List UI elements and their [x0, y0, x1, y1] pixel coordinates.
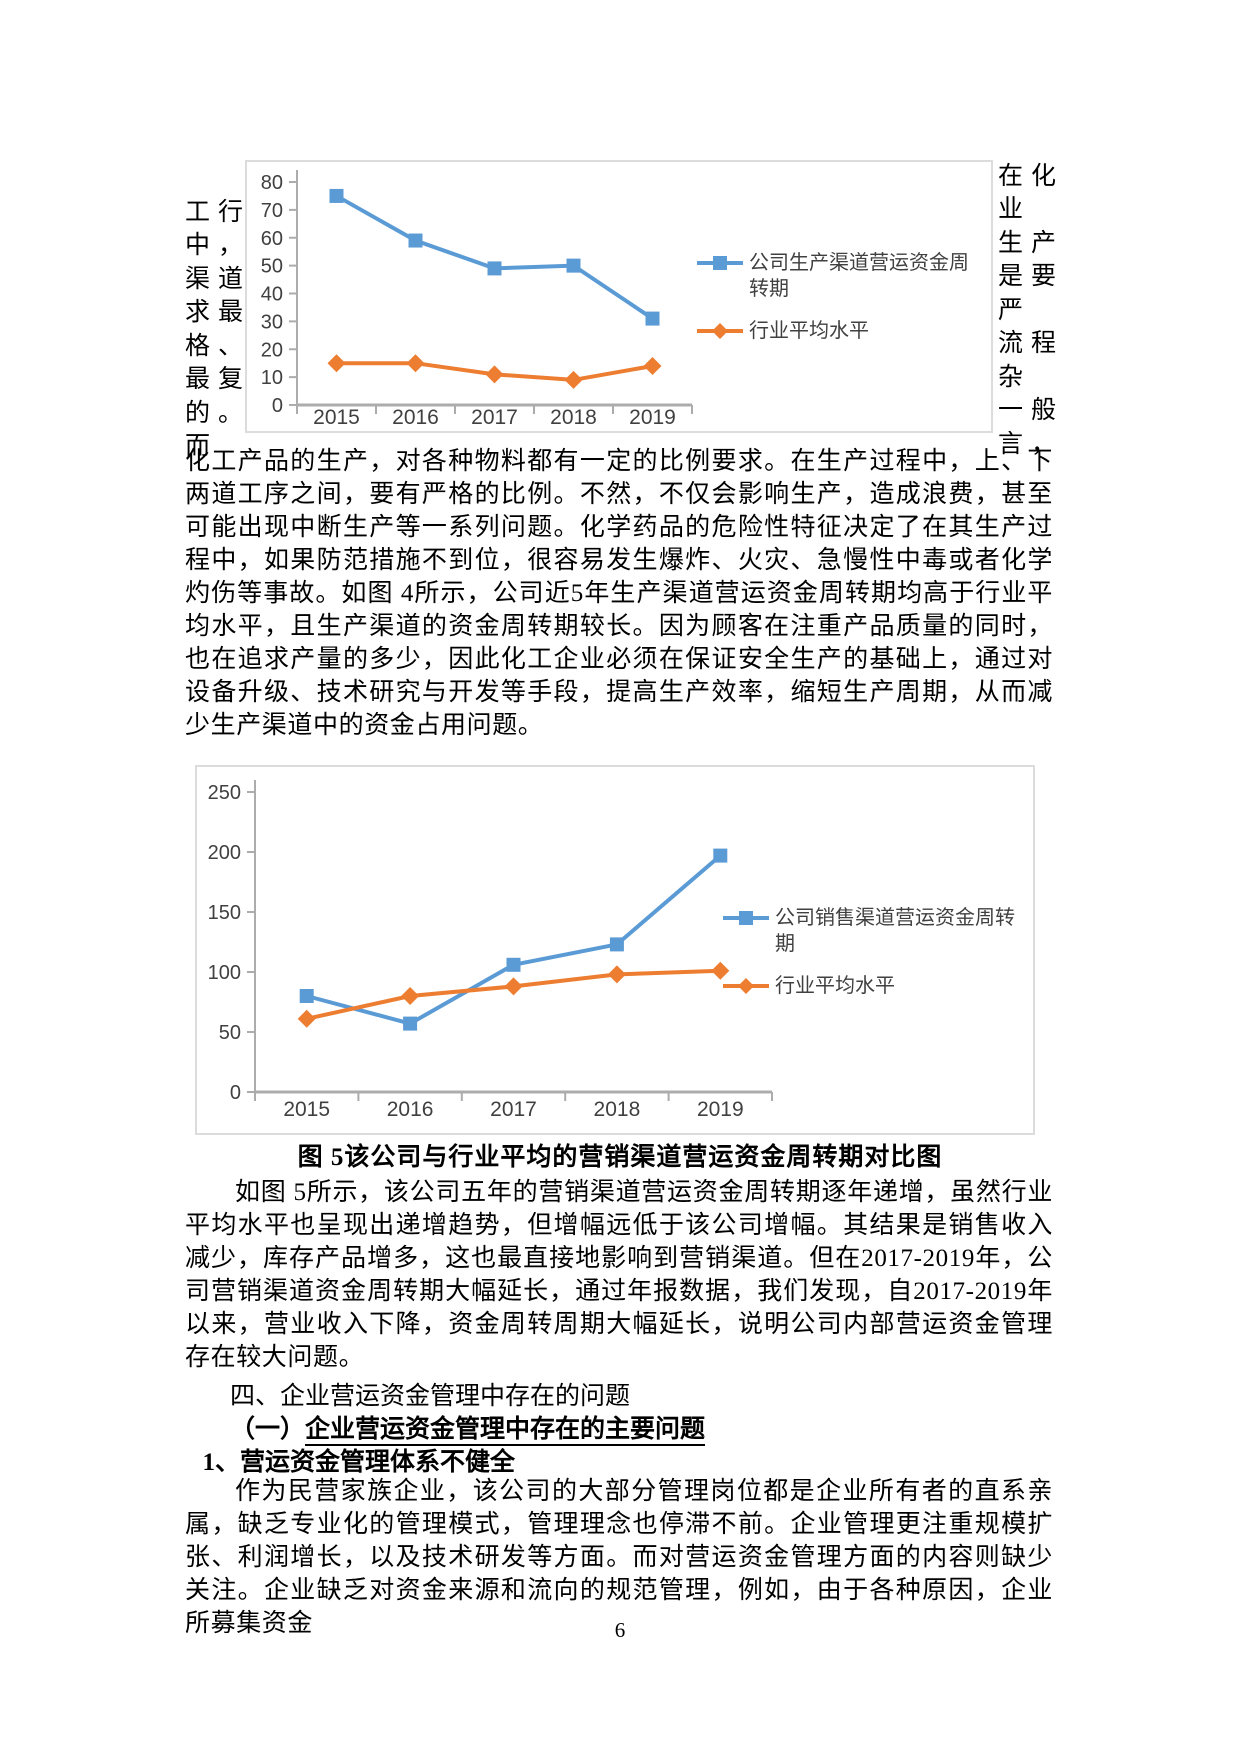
y-tick-label: 10 — [261, 367, 283, 389]
wrap-text-line: 言， — [998, 430, 1056, 458]
heading-item-1: 1、营运资金管理体系不健全 — [202, 1449, 516, 1476]
data-point-diamond — [643, 356, 662, 375]
x-tick-label: 2017 — [490, 1098, 537, 1121]
wrap-text-line: 最复 — [185, 366, 243, 394]
x-tick-label: 2015 — [283, 1098, 330, 1121]
legend-marker-icon — [697, 256, 743, 270]
wrap-text-line: 严 — [998, 296, 1024, 324]
data-point-square — [403, 1016, 418, 1031]
x-tick-label: 2017 — [471, 406, 518, 429]
wrap-text-line: 求最 — [185, 299, 243, 327]
data-point-diamond — [297, 1009, 316, 1028]
y-tick-label: 30 — [261, 311, 283, 333]
wrap-text-line: 流程 — [998, 330, 1056, 358]
legend-label: 公司销售渠道营运资金周转期 — [775, 907, 1015, 955]
data-point-square — [609, 937, 624, 952]
wrap-text-line: 生产 — [998, 229, 1056, 257]
data-point-square — [329, 188, 344, 203]
legend-label: 公司生产渠道营运资金周转期 — [749, 252, 969, 300]
x-tick-label: 2016 — [392, 406, 439, 429]
y-tick-label: 50 — [261, 256, 283, 278]
wrap-text-line: 是要 — [998, 263, 1056, 291]
data-point-diamond — [711, 961, 730, 980]
heading-subsection-prefix: （一） — [230, 1416, 306, 1443]
figure4-legend: 公司生产渠道营运资金周转期行业平均水平 — [697, 250, 972, 344]
y-tick-label: 250 — [208, 782, 241, 804]
legend-marker-icon — [723, 978, 769, 994]
data-point-diamond — [564, 370, 583, 389]
x-tick-label: 2016 — [387, 1098, 434, 1121]
data-point-square — [408, 233, 423, 248]
data-point-square — [566, 258, 581, 273]
legend-entry: 行业平均水平 — [697, 318, 972, 344]
x-tick-label: 2018 — [594, 1098, 641, 1121]
wrap-text-line: 中， — [185, 232, 243, 260]
heading-subsection-title: 企业营运资金管理中存在的主要问题 — [305, 1416, 706, 1446]
legend-label: 行业平均水平 — [749, 320, 869, 342]
y-tick-label: 0 — [272, 395, 283, 417]
data-point-diamond — [485, 365, 504, 384]
y-tick-label: 20 — [261, 339, 283, 361]
data-point-diamond — [327, 354, 346, 373]
figure5-plot: 0 50 100 150 200 250 2015 2016 2017 2018 2019 — [208, 780, 773, 1121]
legend-entry: 公司生产渠道营运资金周转期 — [697, 250, 972, 302]
y-tick-label: 100 — [208, 962, 241, 984]
wrap-text-line: 工行 — [185, 198, 243, 226]
data-point-diamond — [406, 354, 425, 373]
heading-subsection-1: （一）企业营运资金管理中存在的主要问题 — [180, 1409, 1060, 1446]
paragraph-production: 化工产品的生产，对各种物料都有一定的比例要求。在生产过程中，上、下两道工序之间，… — [185, 448, 1053, 739]
wrap-text-line: 在化 — [998, 162, 1056, 190]
wrap-text-line: 格、 — [185, 332, 243, 360]
data-point-square — [299, 989, 314, 1003]
data-point-diamond — [401, 987, 420, 1005]
data-point-diamond — [607, 965, 626, 984]
figure4-production-chart: 0 10 20 30 40 50 60 70 80 2015 2016 2017 2018 2019 公司… — [245, 160, 993, 433]
legend-marker-icon — [697, 323, 743, 339]
figure4-plot: 0 10 20 30 40 50 60 70 80 2015 2016 2017 2018 2019 — [261, 170, 693, 429]
series-line — [335, 194, 654, 321]
figure5-marketing-chart: 0 50 100 150 200 250 2015 2016 2017 2018 2019 公司销售… — [195, 765, 1035, 1135]
y-tick-label: 50 — [219, 1022, 241, 1044]
x-tick-label: 2015 — [313, 406, 360, 429]
x-tick-label: 2019 — [697, 1098, 744, 1121]
data-point-square — [487, 261, 502, 276]
production-wrap-section: 工行中， 渠道求最格、最复的。而 0 10 20 30 40 50 60 70 80 2015 201… — [185, 145, 1065, 460]
page-number: 6 — [614, 1618, 626, 1642]
figure5-caption: 图 5该公司与行业平均的营销渠道营运资金周转期对比图 — [297, 1144, 943, 1171]
y-tick-label: 60 — [261, 228, 283, 250]
legend-marker-icon — [723, 911, 769, 925]
y-tick-label: 70 — [261, 200, 283, 222]
legend-entry: 行业平均水平 — [723, 973, 1018, 999]
y-tick-label: 40 — [261, 284, 283, 306]
y-tick-label: 0 — [230, 1082, 241, 1104]
data-point-square — [645, 311, 660, 326]
heading-section-4: 四、企业营运资金管理中存在的问题 — [230, 1383, 631, 1410]
data-point-square — [506, 957, 521, 972]
wrap-text-line: 而 — [185, 433, 211, 461]
wrap-text-line: 业 — [998, 196, 1024, 224]
paragraph-marketing: 如图 5所示，该公司五年的营销渠道营运资金周转期逐年递增，虽然行业平均水平也呈现… — [185, 1179, 1053, 1371]
y-tick-label: 150 — [208, 902, 241, 924]
series-line — [306, 854, 722, 1026]
x-tick-label: 2019 — [629, 406, 676, 429]
wrap-text-line: 的。 — [185, 399, 243, 427]
wrap-text-line: 一般 — [998, 397, 1056, 425]
wrap-text-line: 杂 — [998, 363, 1024, 391]
x-tick-label: 2018 — [550, 406, 597, 429]
y-tick-label: 80 — [261, 172, 283, 194]
wrap-text-line: 渠道 — [185, 265, 243, 293]
data-point-diamond — [504, 977, 523, 996]
figure5-legend: 公司销售渠道营运资金周转期行业平均水平 — [723, 905, 1018, 999]
y-tick-label: 200 — [208, 842, 241, 864]
legend-label: 行业平均水平 — [775, 975, 895, 997]
data-point-square — [713, 848, 728, 863]
paragraph-problems: 作为民营家族企业，该公司的大部分管理岗位都是企业所有者的直系亲属，缺乏专业化的管… — [185, 1478, 1053, 1637]
legend-entry: 公司销售渠道营运资金周转期 — [723, 905, 1018, 957]
wrap-text-right-column: 在化业生产是要严流程杂一般言， — [998, 157, 1056, 459]
wrap-text-left-column: 工行中， 渠道求最格、最复的。而 — [185, 193, 243, 461]
